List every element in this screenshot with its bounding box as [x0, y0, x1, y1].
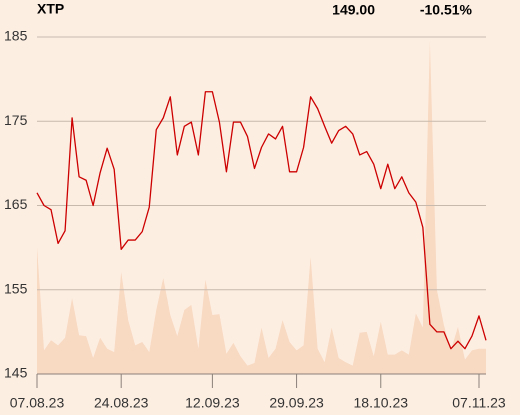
change: -10.51%: [420, 2, 473, 18]
x-tick-label: 18.10.23: [354, 395, 409, 411]
price-line: [36, 91, 487, 350]
price: 149.00: [332, 2, 375, 18]
y-tick-label: 155: [4, 280, 28, 296]
y-tick-label: 145: [4, 365, 28, 381]
ticker: XTP: [37, 1, 64, 17]
x-tick-label: 24.08.23: [94, 395, 149, 411]
y-tick-label: 185: [4, 28, 28, 44]
volume-area: [37, 40, 486, 375]
y-tick-label: 175: [4, 112, 28, 128]
x-tick-label: 29.09.23: [269, 395, 324, 411]
x-tick-label: 12.09.23: [185, 395, 240, 411]
y-tick-label: 165: [4, 196, 28, 212]
x-tick-label: 07.08.23: [10, 395, 65, 411]
x-tick-label: 07.11.23: [452, 395, 506, 411]
